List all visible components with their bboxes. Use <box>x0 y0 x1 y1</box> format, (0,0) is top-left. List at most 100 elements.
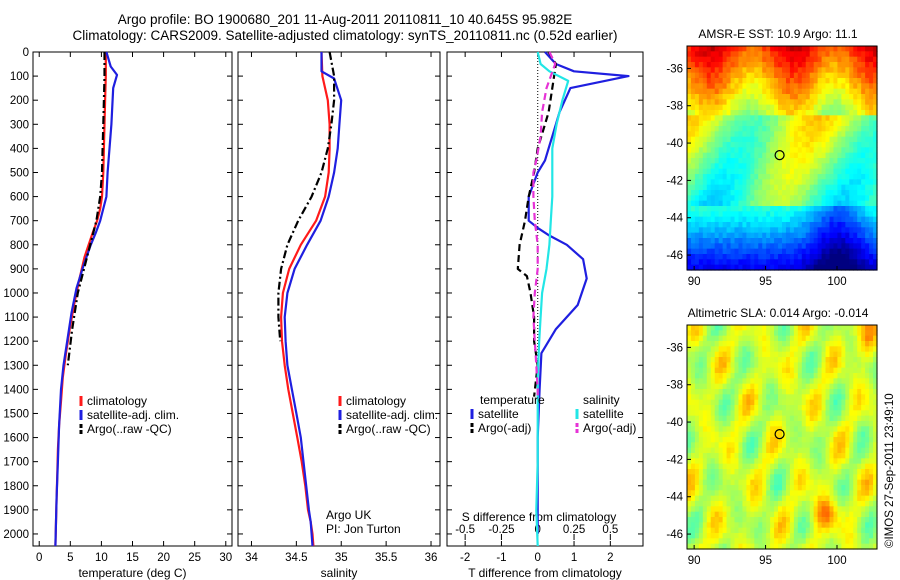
map-cell <box>805 211 811 218</box>
map-cell <box>778 325 783 331</box>
map-cell <box>706 264 712 271</box>
map-cell <box>865 341 870 347</box>
map-cell <box>789 254 795 260</box>
map-cell <box>801 469 807 475</box>
map-cell <box>809 67 815 74</box>
map-cell <box>801 474 807 481</box>
map-cell <box>774 362 779 369</box>
map-cell <box>821 136 827 143</box>
map-cell <box>805 346 811 353</box>
map-cell <box>857 248 862 255</box>
map-cell <box>782 495 787 502</box>
map-cell <box>687 206 692 212</box>
map-cell <box>797 506 803 513</box>
map-cell <box>841 495 846 502</box>
map-cell <box>853 501 858 507</box>
map-cell <box>754 367 759 374</box>
map-cell <box>734 158 740 164</box>
map-cell <box>714 83 720 90</box>
map-cell <box>809 394 815 401</box>
map-cell <box>849 232 854 239</box>
map-cell <box>873 158 878 164</box>
map-cell <box>805 383 811 390</box>
x-tick-label: 36 <box>425 552 438 564</box>
map-cell <box>841 184 846 191</box>
map-cell <box>817 179 823 186</box>
map-cell <box>829 195 835 202</box>
map-cell <box>837 463 842 470</box>
map-cell <box>714 533 720 539</box>
map-cell <box>797 168 803 175</box>
map-cell <box>722 330 728 337</box>
map-cell <box>805 415 811 422</box>
map-cell <box>714 211 720 218</box>
map-cell <box>841 94 846 100</box>
map-cell <box>782 120 787 127</box>
argo-position-marker <box>774 429 785 440</box>
map-cell <box>825 543 831 550</box>
map-cell <box>774 259 779 266</box>
map-cell <box>766 83 771 90</box>
map-cell <box>718 206 724 212</box>
map-cell <box>873 415 878 422</box>
map-cell <box>754 538 759 545</box>
map-cell <box>734 362 740 369</box>
map-cell <box>694 227 700 234</box>
map-cell <box>710 442 716 449</box>
map-cell <box>778 458 783 465</box>
map-cell <box>817 56 823 63</box>
map-cell <box>742 179 747 186</box>
map-cell <box>853 206 858 212</box>
map-cell <box>774 99 779 106</box>
map-cell <box>817 325 823 331</box>
map-cell <box>805 232 811 239</box>
map-cell <box>758 543 763 550</box>
map-cell <box>833 399 839 406</box>
map-cell <box>714 62 720 68</box>
map-cell <box>837 517 842 523</box>
map-cell <box>726 72 732 79</box>
map-cell <box>730 179 736 186</box>
map-cell <box>801 501 807 507</box>
map-cell <box>805 222 811 228</box>
map-cell <box>833 394 839 401</box>
map-cell <box>789 469 795 475</box>
x-tick-label: 34.5 <box>285 552 307 564</box>
map-cell <box>849 104 854 111</box>
map-cell <box>821 51 827 58</box>
map-cell <box>706 206 712 212</box>
map-cell <box>841 394 846 401</box>
map-cell <box>861 158 866 164</box>
map-cell <box>789 72 795 79</box>
map-cell <box>718 126 724 132</box>
map-cell <box>813 533 819 539</box>
map-cell <box>698 533 704 539</box>
map-cell <box>845 88 850 95</box>
map-cell <box>706 120 712 127</box>
map-cell <box>825 405 831 411</box>
map-cell <box>762 351 767 358</box>
map-cell <box>845 410 850 417</box>
map-cell <box>730 367 736 374</box>
y-tick-label: 100 <box>10 71 29 83</box>
map-cell <box>766 88 771 95</box>
map-cell <box>742 543 747 550</box>
map-cell <box>845 511 850 518</box>
map-cell <box>861 88 866 95</box>
map-cell <box>861 67 866 74</box>
map-cell <box>793 437 799 443</box>
map-cell <box>801 78 807 84</box>
map-cell <box>801 83 807 90</box>
map-cell <box>829 200 835 207</box>
map-cell <box>873 373 878 379</box>
map-cell <box>726 479 732 486</box>
legend-label: satellite <box>583 407 624 421</box>
map-cell <box>793 88 799 95</box>
map-cell <box>825 104 831 111</box>
map-cell <box>726 126 732 132</box>
map-cell <box>821 120 827 127</box>
map-cell <box>726 463 732 470</box>
map-cell <box>789 490 795 497</box>
map-cell <box>813 46 819 52</box>
map-cell <box>766 394 771 401</box>
